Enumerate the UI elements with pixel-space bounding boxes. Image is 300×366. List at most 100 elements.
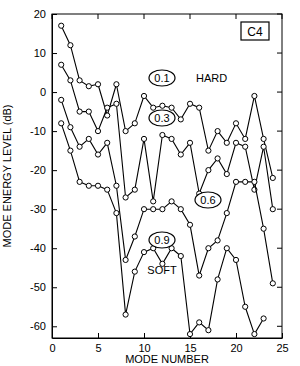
- series-marker: [114, 82, 119, 87]
- x-tick-mark: [98, 14, 99, 19]
- series-marker: [206, 328, 211, 333]
- x-tick-mark: [190, 14, 191, 19]
- series-marker: [252, 93, 257, 98]
- series-marker: [141, 207, 146, 212]
- series-label: 0.9: [154, 234, 169, 246]
- series-marker: [123, 195, 128, 200]
- x-axis-line: [53, 338, 283, 339]
- series-marker: [141, 250, 146, 255]
- series-marker: [215, 156, 220, 161]
- label-circle: [149, 110, 175, 126]
- series-marker: [233, 121, 238, 126]
- series-marker: [215, 238, 220, 243]
- series-marker: [206, 148, 211, 153]
- series-marker: [77, 109, 82, 114]
- series-marker: [197, 105, 202, 110]
- series-marker: [178, 117, 183, 122]
- y-tick: -10: [30, 125, 57, 137]
- x-tick: 10: [138, 333, 150, 354]
- series-marker: [252, 331, 257, 336]
- series-marker: [86, 109, 91, 114]
- y-tick-label: -20: [30, 164, 46, 176]
- series-marker: [224, 140, 229, 145]
- y-tick-mark: [52, 287, 57, 288]
- y-axis: 20100-10-20-30-40-50-60: [30, 8, 57, 338]
- series-marker: [169, 199, 174, 204]
- series-marker: [261, 144, 266, 149]
- y-tick-mark: [52, 326, 57, 327]
- x-tick-mark: [144, 333, 145, 338]
- series-marker: [59, 23, 64, 28]
- series-marker: [95, 129, 100, 134]
- series-marker: [151, 105, 156, 110]
- series-marker: [197, 273, 202, 278]
- series-marker: [224, 171, 229, 176]
- series-marker: [114, 101, 119, 106]
- series-marker: [86, 84, 91, 89]
- series-marker: [233, 179, 238, 184]
- series-marker: [270, 281, 275, 286]
- y-tick-mark: [52, 170, 57, 171]
- series-marker: [261, 316, 266, 321]
- series-marker: [252, 179, 257, 184]
- series-label: 0.6: [200, 194, 215, 206]
- series-marker: [123, 129, 128, 134]
- y-tick-mark: [277, 53, 282, 54]
- series-marker: [95, 152, 100, 157]
- y-tick-mark: [277, 92, 282, 93]
- x-tick-label: 15: [184, 342, 196, 354]
- y-tick-mark: [277, 14, 282, 15]
- plot-area: [59, 23, 276, 337]
- series-marker: [132, 121, 137, 126]
- series-marker: [243, 304, 248, 309]
- series-marker: [206, 246, 211, 251]
- series-marker: [141, 136, 146, 141]
- y-tick: 20: [34, 8, 57, 20]
- series-marker: [261, 136, 266, 141]
- series-label: 0.1: [154, 72, 169, 84]
- series-marker: [86, 183, 91, 188]
- series-marker: [68, 148, 73, 153]
- y-right-ticks: [277, 14, 282, 326]
- series-marker: [141, 93, 146, 98]
- series-marker: [59, 62, 64, 67]
- y-tick-mark: [277, 287, 282, 288]
- x-tick: 25: [276, 333, 288, 354]
- x-axis-title: MODE NUMBER: [125, 353, 209, 365]
- y-tick: 10: [34, 47, 57, 59]
- series-marker: [86, 136, 91, 141]
- series-marker: [105, 140, 110, 145]
- x-tick-mark: [98, 333, 99, 338]
- y-tick-label: -60: [30, 320, 46, 332]
- series-marker: [95, 183, 100, 188]
- series-line: [61, 65, 273, 209]
- y-tick-mark: [52, 14, 57, 15]
- series-marker: [270, 175, 275, 180]
- series-marker: [160, 103, 165, 108]
- x-tick-mark: [236, 14, 237, 19]
- x-tick-label: 5: [95, 342, 101, 354]
- y-tick: -60: [30, 320, 57, 332]
- series-marker: [233, 257, 238, 262]
- y-axis-line: [52, 15, 53, 339]
- x-tick-label: 20: [230, 342, 242, 354]
- series-marker: [169, 136, 174, 141]
- x-tick-mark: [144, 14, 145, 19]
- x-tick-mark: [282, 333, 283, 338]
- series-marker: [178, 253, 183, 258]
- series-line: [61, 26, 273, 178]
- y-tick-label: 10: [34, 47, 46, 59]
- series-marker: [215, 277, 220, 282]
- series-marker: [123, 312, 128, 317]
- series-marker: [224, 246, 229, 251]
- series-marker: [270, 207, 275, 212]
- y-tick: -20: [30, 164, 57, 176]
- series-marker: [187, 222, 192, 227]
- y-tick-label: -40: [30, 242, 46, 254]
- x-tick-label: 0: [49, 342, 55, 354]
- series-marker: [243, 136, 248, 141]
- chart: 051015202520100-10-20-30-40-50-60MODE NU…: [0, 0, 300, 366]
- series-marker: [105, 105, 110, 110]
- series-marker: [77, 78, 82, 83]
- x-tick: 20: [230, 333, 242, 354]
